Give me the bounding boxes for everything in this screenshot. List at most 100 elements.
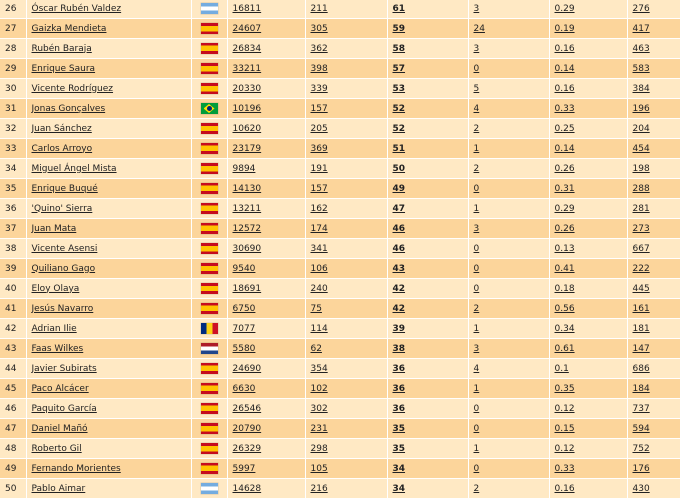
matches-link[interactable]: 305	[310, 23, 328, 34]
apps-link[interactable]: 24690	[232, 363, 262, 374]
ratio-link[interactable]: 0.16	[554, 43, 575, 54]
player-name-link[interactable]: Óscar Rubén Valdez	[31, 3, 122, 14]
matches-link[interactable]: 341	[310, 243, 328, 254]
stat-link[interactable]: 0	[473, 243, 480, 254]
matches-link[interactable]: 398	[310, 63, 328, 74]
player-name-link[interactable]: 'Quino' Sierra	[31, 203, 93, 214]
total-link[interactable]: 276	[632, 3, 650, 14]
ratio-link[interactable]: 0.14	[554, 143, 575, 154]
matches-link[interactable]: 106	[310, 263, 328, 274]
stat-link[interactable]: 1	[473, 323, 480, 334]
total-link[interactable]: 196	[632, 103, 650, 114]
matches-link[interactable]: 157	[310, 103, 328, 114]
apps-link[interactable]: 14628	[232, 483, 262, 494]
goals-link[interactable]: 36	[392, 363, 406, 374]
stat-link[interactable]: 2	[473, 163, 480, 174]
stat-link[interactable]: 3	[473, 343, 480, 354]
total-link[interactable]: 737	[632, 403, 650, 414]
matches-link[interactable]: 75	[310, 303, 322, 314]
ratio-link[interactable]: 0.29	[554, 203, 575, 214]
apps-link[interactable]: 14130	[232, 183, 262, 194]
player-name-link[interactable]: Quiliano Gago	[31, 263, 96, 274]
apps-link[interactable]: 10196	[232, 103, 262, 114]
ratio-link[interactable]: 0.41	[554, 263, 575, 274]
stat-link[interactable]: 5	[473, 83, 480, 94]
goals-link[interactable]: 52	[392, 123, 406, 134]
ratio-link[interactable]: 0.34	[554, 323, 575, 334]
stat-link[interactable]: 4	[473, 363, 480, 374]
matches-link[interactable]: 102	[310, 383, 328, 394]
goals-link[interactable]: 59	[392, 23, 406, 34]
player-name-link[interactable]: Jonas Gonçalves	[31, 103, 106, 114]
player-name-link[interactable]: Javier Subirats	[31, 363, 97, 374]
ratio-link[interactable]: 0.35	[554, 383, 575, 394]
stat-link[interactable]: 2	[473, 483, 480, 494]
matches-link[interactable]: 114	[310, 323, 328, 334]
matches-link[interactable]: 298	[310, 443, 328, 454]
stat-link[interactable]: 24	[473, 23, 485, 34]
player-name-link[interactable]: Juan Mata	[31, 223, 77, 234]
total-link[interactable]: 384	[632, 83, 650, 94]
matches-link[interactable]: 162	[310, 203, 328, 214]
total-link[interactable]: 176	[632, 463, 650, 474]
player-name-link[interactable]: Vicente Rodríguez	[31, 83, 114, 94]
ratio-link[interactable]: 0.31	[554, 183, 575, 194]
player-name-link[interactable]: Carlos Arroyo	[31, 143, 93, 154]
player-name-link[interactable]: Faas Wilkes	[31, 343, 84, 354]
goals-link[interactable]: 47	[392, 203, 406, 214]
total-link[interactable]: 198	[632, 163, 650, 174]
total-link[interactable]: 161	[632, 303, 650, 314]
total-link[interactable]: 752	[632, 443, 650, 454]
goals-link[interactable]: 35	[392, 443, 406, 454]
player-name-link[interactable]: Paco Alcácer	[31, 383, 89, 394]
ratio-link[interactable]: 0.12	[554, 403, 575, 414]
apps-link[interactable]: 5997	[232, 463, 256, 474]
ratio-link[interactable]: 0.56	[554, 303, 575, 314]
apps-link[interactable]: 16811	[232, 3, 262, 14]
goals-link[interactable]: 52	[392, 103, 406, 114]
player-name-link[interactable]: Gaizka Mendieta	[31, 23, 107, 34]
goals-link[interactable]: 36	[392, 383, 406, 394]
player-name-link[interactable]: Juan Sánchez	[31, 123, 92, 134]
player-name-link[interactable]: Roberto Gil	[31, 443, 82, 454]
player-name-link[interactable]: Enrique Saura	[31, 63, 96, 74]
player-name-link[interactable]: Paquito García	[31, 403, 97, 414]
apps-link[interactable]: 30690	[232, 243, 262, 254]
matches-link[interactable]: 354	[310, 363, 328, 374]
ratio-link[interactable]: 0.26	[554, 223, 575, 234]
goals-link[interactable]: 34	[392, 483, 406, 494]
player-name-link[interactable]: Rubén Baraja	[31, 43, 92, 54]
goals-link[interactable]: 35	[392, 423, 406, 434]
player-name-link[interactable]: Fernando Morientes	[31, 463, 121, 474]
matches-link[interactable]: 231	[310, 423, 328, 434]
total-link[interactable]: 445	[632, 283, 650, 294]
matches-link[interactable]: 369	[310, 143, 328, 154]
apps-link[interactable]: 20330	[232, 83, 262, 94]
player-name-link[interactable]: Vicente Asensi	[31, 243, 98, 254]
apps-link[interactable]: 9540	[232, 263, 256, 274]
stat-link[interactable]: 3	[473, 223, 480, 234]
total-link[interactable]: 686	[632, 363, 650, 374]
total-link[interactable]: 594	[632, 423, 650, 434]
apps-link[interactable]: 18691	[232, 283, 262, 294]
goals-link[interactable]: 39	[392, 323, 406, 334]
apps-link[interactable]: 26546	[232, 403, 262, 414]
goals-link[interactable]: 61	[392, 3, 406, 14]
player-name-link[interactable]: Daniel Mañó	[31, 423, 88, 434]
total-link[interactable]: 281	[632, 203, 650, 214]
matches-link[interactable]: 191	[310, 163, 328, 174]
ratio-link[interactable]: 0.61	[554, 343, 575, 354]
total-link[interactable]: 273	[632, 223, 650, 234]
apps-link[interactable]: 7077	[232, 323, 256, 334]
matches-link[interactable]: 362	[310, 43, 328, 54]
ratio-link[interactable]: 0.16	[554, 83, 575, 94]
goals-link[interactable]: 50	[392, 163, 406, 174]
total-link[interactable]: 184	[632, 383, 650, 394]
ratio-link[interactable]: 0.26	[554, 163, 575, 174]
matches-link[interactable]: 105	[310, 463, 328, 474]
total-link[interactable]: 181	[632, 323, 650, 334]
ratio-link[interactable]: 0.25	[554, 123, 575, 134]
stat-link[interactable]: 0	[473, 423, 480, 434]
matches-link[interactable]: 216	[310, 483, 328, 494]
ratio-link[interactable]: 0.33	[554, 463, 575, 474]
